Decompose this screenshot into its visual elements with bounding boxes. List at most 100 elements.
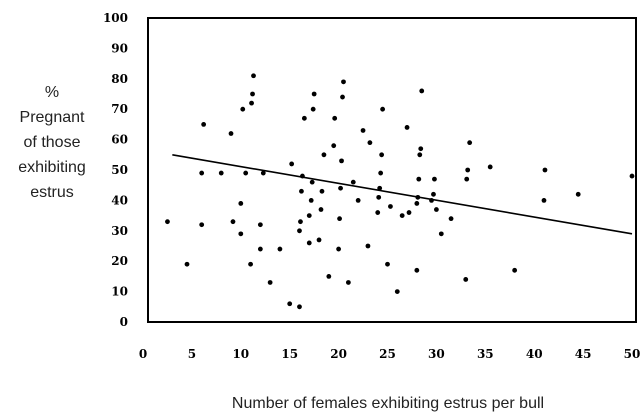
y-tick-label: 100 [103, 11, 128, 25]
data-point [438, 231, 444, 237]
data-point [316, 237, 322, 243]
y-tick-label: 40 [111, 193, 128, 207]
data-point [340, 94, 345, 100]
data-point [257, 246, 263, 252]
data-point [399, 213, 405, 219]
y-axis-title-line: Pregnant [20, 109, 85, 126]
x-tick-label: 50 [624, 347, 641, 361]
data-point [310, 106, 316, 112]
data-point [331, 143, 337, 149]
data-point [367, 140, 373, 146]
x-tick-label: 30 [428, 347, 445, 361]
data-point [318, 207, 324, 212]
y-axis-ticks: 0 10 20 30 40 50 60 70 80 90 100 [103, 11, 128, 329]
data-point [336, 246, 341, 252]
data-point [301, 115, 307, 121]
y-axis-title-line: exhibiting [18, 159, 86, 176]
data-point [299, 188, 304, 194]
y-tick-label: 60 [111, 133, 128, 147]
data-point [228, 131, 234, 136]
data-point [238, 201, 244, 206]
x-axis-ticks: 0 5 10 15 20 25 30 35 40 45 50 [139, 347, 641, 361]
x-tick-label: 25 [379, 347, 396, 361]
x-tick-label: 40 [526, 347, 543, 361]
data-point [248, 261, 253, 267]
data-point [376, 194, 382, 200]
data-point [355, 198, 361, 203]
data-point [298, 219, 303, 225]
data-point [321, 152, 327, 158]
data-point [319, 188, 325, 194]
data-point [306, 240, 312, 246]
data-point [251, 73, 256, 79]
data-point [311, 91, 317, 97]
data-point [297, 304, 302, 310]
data-point [487, 164, 493, 170]
data-point [250, 91, 255, 97]
data-point [378, 170, 384, 176]
data-point [467, 140, 473, 146]
y-tick-label: 30 [111, 224, 128, 238]
y-tick-label: 80 [111, 72, 128, 86]
data-point [512, 267, 518, 273]
data-point [379, 152, 385, 158]
data-point [338, 185, 343, 191]
data-point [249, 100, 254, 106]
data-point [308, 198, 314, 203]
data-point [416, 176, 422, 182]
data-point [257, 222, 263, 228]
x-tick-label: 35 [477, 347, 494, 361]
data-point [406, 210, 412, 215]
data-point [394, 289, 400, 294]
x-tick-label: 0 [139, 347, 147, 361]
data-point [365, 243, 371, 249]
trend-line [172, 154, 633, 235]
data-point [419, 88, 425, 94]
data-point [287, 301, 293, 307]
x-tick-label: 20 [330, 347, 347, 361]
data-point [375, 210, 381, 215]
data-point [418, 146, 424, 152]
data-point [306, 213, 312, 219]
y-tick-label: 10 [111, 285, 128, 299]
data-point [199, 170, 205, 176]
x-axis-title: Number of females exhibiting estrus per … [232, 395, 544, 412]
data-point [465, 167, 471, 173]
data-point [432, 176, 437, 182]
data-point [341, 79, 346, 85]
data-point [332, 115, 338, 121]
data-point [184, 261, 190, 267]
data-point [238, 231, 244, 237]
data-point [434, 207, 439, 212]
data-point [404, 125, 410, 130]
data-point [267, 280, 273, 285]
y-tick-label: 0 [120, 315, 128, 329]
data-point [414, 267, 420, 273]
data-point [260, 170, 266, 176]
data-point [199, 222, 205, 228]
data-point [337, 216, 342, 222]
x-tick-label: 15 [281, 347, 298, 361]
data-point [350, 179, 356, 185]
data-point [448, 216, 454, 222]
y-tick-label: 70 [111, 102, 128, 116]
data-point [339, 158, 344, 164]
plot-frame [147, 17, 637, 323]
data-point [165, 219, 170, 225]
data-point [414, 201, 420, 206]
y-axis-title-line: estrus [30, 184, 74, 201]
data-point [629, 173, 635, 179]
data-point [360, 128, 366, 133]
data-point [297, 228, 302, 234]
y-axis-title: % Pregnant of those exhibiting estrus [18, 84, 86, 201]
data-point [541, 198, 547, 203]
y-tick-label: 90 [111, 41, 128, 55]
y-axis-title-line: of those [24, 134, 81, 151]
x-tick-label: 5 [188, 347, 196, 361]
data-point [289, 161, 295, 167]
data-point [230, 219, 236, 225]
data-point [431, 191, 436, 197]
data-point [388, 204, 393, 209]
data-point [240, 106, 246, 112]
data-point [463, 277, 469, 282]
